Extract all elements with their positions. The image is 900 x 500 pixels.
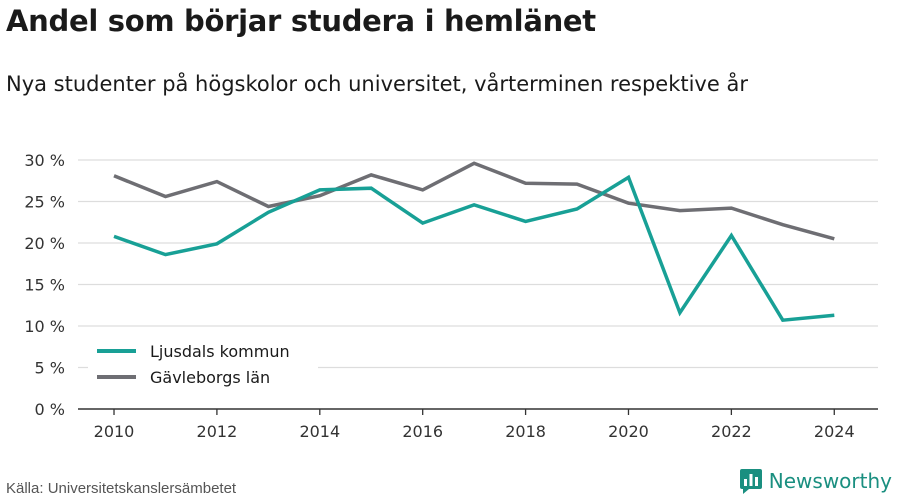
legend-label: Ljusdals kommun bbox=[150, 342, 290, 361]
x-tick-label: 2018 bbox=[505, 422, 546, 441]
chart-subtitle: Nya studenter på högskolor och universit… bbox=[6, 72, 748, 96]
y-tick-label: 5 % bbox=[35, 359, 65, 378]
axis-layer: 0 % 5 % 10 % 15 % 20 % 25 % 30 % 2010 2012 2014 20… bbox=[24, 151, 878, 441]
newsworthy-logo-icon bbox=[739, 469, 762, 494]
brand-name: Newsworthy bbox=[768, 469, 892, 493]
chart-title: Andel som börjar studera i hemlänet bbox=[6, 4, 596, 38]
legend-background bbox=[88, 334, 318, 396]
x-tick-label: 2022 bbox=[711, 422, 752, 441]
source-note: Källa: Universitetskanslersämbetet bbox=[6, 480, 237, 497]
y-tick-label: 0 % bbox=[35, 400, 65, 419]
brand-logo: Newsworthy bbox=[739, 468, 892, 494]
x-tick-label: 2012 bbox=[197, 422, 238, 441]
y-tick-label: 15 % bbox=[24, 276, 65, 295]
legend: Ljusdals kommun Gävleborgs län bbox=[88, 334, 318, 396]
series-layer bbox=[113, 161, 835, 323]
legend-label: Gävleborgs län bbox=[150, 368, 270, 387]
x-tick-label: 2014 bbox=[299, 422, 340, 441]
series-line-0 bbox=[113, 174, 835, 323]
x-tick-label: 2024 bbox=[814, 422, 855, 441]
series-line-1 bbox=[113, 161, 835, 241]
y-tick-label: 10 % bbox=[24, 317, 65, 336]
y-tick-label: 25 % bbox=[24, 193, 65, 212]
y-tick-label: 30 % bbox=[24, 151, 65, 170]
x-tick-label: 2010 bbox=[94, 422, 135, 441]
y-tick-label: 20 % bbox=[24, 234, 65, 253]
x-tick-label: 2020 bbox=[608, 422, 649, 441]
x-tick-label: 2016 bbox=[402, 422, 443, 441]
